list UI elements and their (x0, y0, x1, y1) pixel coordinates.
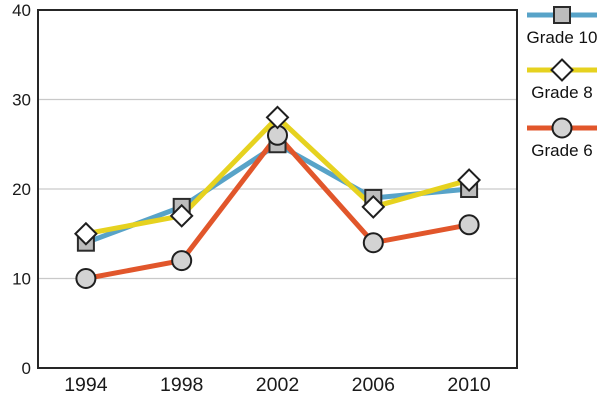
legend-label-grade-10: Grade 10 (526, 28, 598, 47)
legend-label-grade-6: Grade 6 (531, 141, 593, 160)
y-tick-label: 20 (12, 180, 31, 199)
y-tick-label: 30 (12, 91, 31, 110)
legend-label-grade-8: Grade 8 (531, 83, 593, 102)
legend-item-grade-8: Grade 8 (526, 58, 598, 103)
legend: Grade 10 Grade 8 Grade 6 (524, 3, 600, 161)
y-tick-label: 10 (12, 270, 31, 289)
x-tick-label: 1998 (160, 374, 203, 396)
marker-diamond-grade-8 (361, 194, 386, 219)
marker-diamond-grade-8 (73, 221, 98, 246)
y-tick-label: 40 (12, 1, 31, 20)
marker-circle-grade-6 (458, 214, 480, 236)
marker-diamond-grade-8 (265, 105, 290, 130)
x-tick-label: 2010 (447, 374, 491, 396)
marker-diamond-grade-8 (550, 58, 574, 82)
marker-circle-grade-6 (362, 232, 384, 254)
marker-circle-grade-6 (171, 250, 193, 272)
y-tick-label: 0 (22, 359, 31, 378)
marker-circle-grade-6 (551, 117, 573, 139)
plot-border (37, 9, 518, 369)
x-tick-label: 2002 (256, 374, 299, 396)
series-line-grade-6 (83, 131, 472, 281)
marker-circle-grade-6 (75, 268, 97, 289)
legend-item-grade-6: Grade 6 (526, 116, 598, 161)
series-line-grade-10 (83, 141, 472, 246)
legend-swatch-circle-icon (527, 117, 597, 139)
legend-swatch-diamond-icon (527, 58, 597, 82)
x-tick-label: 2006 (352, 374, 395, 396)
legend-item-grade-10: Grade 10 (526, 3, 598, 48)
marker-diamond-grade-8 (169, 203, 194, 228)
marker-square-grade-10 (553, 6, 571, 24)
legend-swatch-square-icon (527, 6, 597, 24)
marker-diamond-grade-8 (457, 168, 482, 192)
x-tick-label: 1994 (64, 374, 108, 396)
